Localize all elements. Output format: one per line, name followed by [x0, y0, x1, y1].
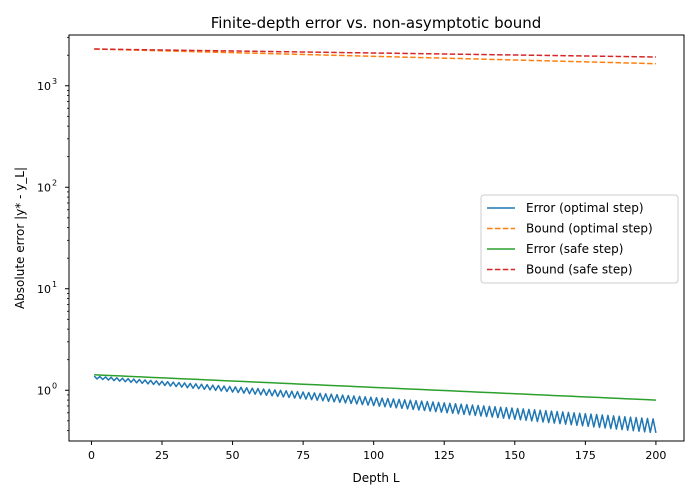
- plot-frame: [68, 34, 685, 442]
- y-tick-exponent: 0: [52, 381, 57, 390]
- legend-box: [480, 194, 679, 284]
- x-tick-label: 0: [88, 449, 95, 462]
- legend-label: Bound (optimal step): [526, 222, 653, 236]
- series-line-0: [93, 375, 657, 434]
- x-tick-label: 175: [575, 449, 596, 462]
- x-tick-label: 100: [363, 449, 384, 462]
- chart-title: Finite-depth error vs. non-asymptotic bo…: [211, 14, 542, 32]
- legend-label: Error (safe step): [526, 242, 623, 256]
- x-tick-label: 50: [226, 449, 240, 462]
- legend-label: Error (optimal step): [526, 201, 644, 215]
- y-tick-label: 10: [37, 283, 51, 296]
- x-axis: 0 25 50 75 100 125 150 175 200: [88, 441, 666, 462]
- y-tick-exponent: 3: [52, 77, 57, 86]
- y-axis-label: Absolute error |y* - y_L|: [13, 167, 27, 309]
- x-tick-label: 200: [645, 449, 666, 462]
- legend-label: Bound (safe step): [526, 263, 633, 277]
- x-tick-label: 75: [296, 449, 310, 462]
- x-tick-label: 125: [434, 449, 455, 462]
- x-axis-label: Depth L: [352, 471, 399, 485]
- series-line-3: [94, 48, 656, 58]
- legend: Error (optimal step) Bound (optimal step)…: [480, 194, 679, 284]
- x-tick-label: 25: [155, 449, 169, 462]
- series-line-2: [94, 374, 656, 401]
- y-tick-exponent: 1: [52, 280, 57, 289]
- y-tick-label: 10: [37, 181, 51, 194]
- x-tick-label: 150: [504, 449, 525, 462]
- y-tick-exponent: 2: [52, 178, 57, 187]
- y-tick-label: 10: [37, 80, 51, 93]
- series-layer: [93, 48, 657, 434]
- y-tick-label: 10: [37, 384, 51, 397]
- series-line-1: [94, 48, 656, 65]
